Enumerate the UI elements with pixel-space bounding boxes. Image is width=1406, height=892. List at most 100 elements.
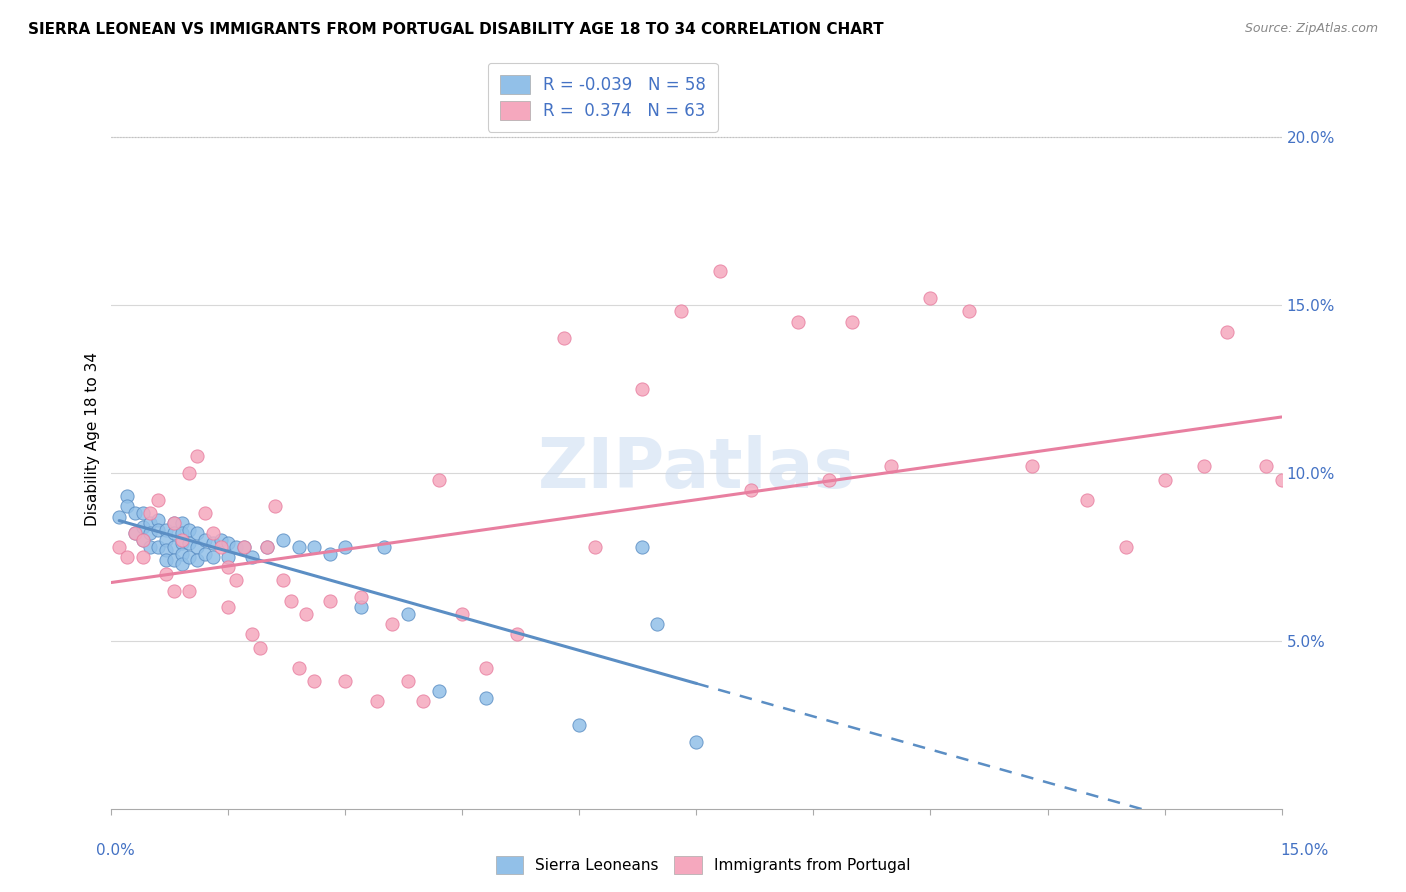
Point — [217, 536, 239, 550]
Point — [366, 694, 388, 708]
Point — [170, 547, 193, 561]
Point — [194, 506, 217, 520]
Text: 0.0%: 0.0% — [96, 843, 135, 858]
Point — [841, 315, 863, 329]
Point — [163, 516, 186, 531]
Point — [818, 473, 841, 487]
Point — [115, 549, 138, 564]
Point — [335, 540, 357, 554]
Point — [381, 617, 404, 632]
Point — [186, 526, 208, 541]
Y-axis label: Disability Age 18 to 34: Disability Age 18 to 34 — [86, 352, 100, 526]
Point — [155, 566, 177, 581]
Point — [209, 533, 232, 547]
Text: SIERRA LEONEAN VS IMMIGRANTS FROM PORTUGAL DISABILITY AGE 18 TO 34 CORRELATION C: SIERRA LEONEAN VS IMMIGRANTS FROM PORTUG… — [28, 22, 884, 37]
Point — [170, 557, 193, 571]
Point — [170, 533, 193, 547]
Point — [163, 583, 186, 598]
Point — [155, 553, 177, 567]
Point — [302, 674, 325, 689]
Point — [685, 735, 707, 749]
Point — [350, 600, 373, 615]
Point — [179, 549, 201, 564]
Point — [631, 540, 654, 554]
Point — [131, 533, 153, 547]
Point — [1270, 473, 1292, 487]
Point — [1192, 459, 1215, 474]
Point — [786, 315, 808, 329]
Point — [155, 543, 177, 558]
Point — [179, 536, 201, 550]
Point — [631, 382, 654, 396]
Point — [179, 523, 201, 537]
Point — [186, 540, 208, 554]
Point — [319, 593, 342, 607]
Point — [108, 509, 131, 524]
Point — [1286, 492, 1309, 507]
Point — [148, 513, 170, 527]
Point — [131, 506, 153, 520]
Point — [139, 506, 162, 520]
Point — [959, 304, 981, 318]
Point — [194, 533, 217, 547]
Point — [131, 533, 153, 547]
Point — [553, 331, 575, 345]
Point — [271, 533, 294, 547]
Point — [194, 547, 217, 561]
Point — [396, 674, 419, 689]
Point — [139, 516, 162, 531]
Point — [115, 500, 138, 514]
Legend: R = -0.039   N = 58, R =  0.374   N = 63: R = -0.039 N = 58, R = 0.374 N = 63 — [488, 63, 717, 131]
Point — [350, 591, 373, 605]
Point — [148, 492, 170, 507]
Point — [217, 560, 239, 574]
Point — [451, 607, 474, 621]
Point — [280, 593, 302, 607]
Point — [396, 607, 419, 621]
Point — [179, 466, 201, 480]
Point — [131, 549, 153, 564]
Text: 15.0%: 15.0% — [1281, 843, 1329, 858]
Point — [163, 516, 186, 531]
Point — [920, 291, 942, 305]
Point — [209, 540, 232, 554]
Point — [287, 661, 309, 675]
Point — [302, 540, 325, 554]
Point — [217, 600, 239, 615]
Point — [124, 526, 146, 541]
Point — [373, 540, 395, 554]
Point — [475, 691, 498, 706]
Point — [1254, 459, 1277, 474]
Text: ZIPatlas: ZIPatlas — [537, 435, 855, 502]
Point — [108, 540, 131, 554]
Point — [186, 553, 208, 567]
Point — [271, 574, 294, 588]
Point — [240, 627, 263, 641]
Point — [1021, 459, 1043, 474]
Point — [170, 526, 193, 541]
Point — [412, 694, 434, 708]
Point — [179, 583, 201, 598]
Point — [583, 540, 606, 554]
Point — [115, 489, 138, 503]
Point — [186, 449, 208, 463]
Point — [225, 540, 247, 554]
Point — [1309, 506, 1331, 520]
Point — [139, 540, 162, 554]
Point — [287, 540, 309, 554]
Point — [201, 536, 224, 550]
Point — [427, 473, 450, 487]
Point — [249, 640, 271, 655]
Point — [1076, 492, 1098, 507]
Point — [148, 523, 170, 537]
Point — [163, 540, 186, 554]
Text: Source: ZipAtlas.com: Source: ZipAtlas.com — [1244, 22, 1378, 36]
Point — [568, 718, 591, 732]
Point — [295, 607, 318, 621]
Point — [201, 526, 224, 541]
Point — [1216, 325, 1239, 339]
Legend: Sierra Leoneans, Immigrants from Portugal: Sierra Leoneans, Immigrants from Portuga… — [489, 850, 917, 880]
Point — [647, 617, 669, 632]
Point — [124, 526, 146, 541]
Point — [427, 684, 450, 698]
